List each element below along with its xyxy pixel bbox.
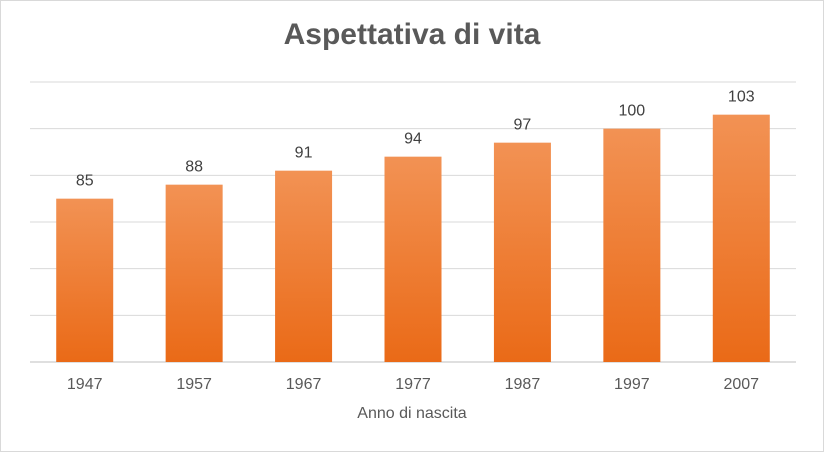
x-tick-label-1977: 1977 [395, 376, 431, 393]
bar-1947 [56, 198, 114, 362]
x-tick-label-1957: 1957 [176, 376, 212, 393]
bar-2007 [712, 114, 770, 363]
data-label-1967: 91 [295, 145, 313, 162]
data-label-1987: 97 [514, 117, 532, 134]
chart-title: Aspettativa di vita [283, 18, 541, 51]
data-label-1957: 88 [185, 159, 203, 176]
bars [56, 114, 770, 363]
x-tick-label-1997: 1997 [614, 376, 650, 393]
bar-1977 [384, 156, 442, 362]
data-label-1997: 100 [619, 103, 646, 120]
data-label-1977: 94 [404, 131, 422, 148]
bar-1967 [275, 170, 333, 362]
x-tick-labels: 1947 1957 1967 1977 1987 1997 2007 [67, 376, 759, 393]
x-tick-label-1947: 1947 [67, 376, 103, 393]
bar-1987 [493, 142, 551, 362]
x-axis-label: Anno di nascita [357, 405, 467, 422]
data-label-2007: 103 [728, 89, 755, 106]
data-label-1947: 85 [76, 173, 94, 190]
bar-1957 [165, 184, 223, 362]
x-tick-label-2007: 2007 [723, 376, 759, 393]
bar-1997 [603, 128, 661, 362]
x-tick-label-1987: 1987 [505, 376, 541, 393]
data-labels: 85 88 91 94 97 100 103 [76, 89, 755, 190]
x-tick-label-1967: 1967 [286, 376, 322, 393]
